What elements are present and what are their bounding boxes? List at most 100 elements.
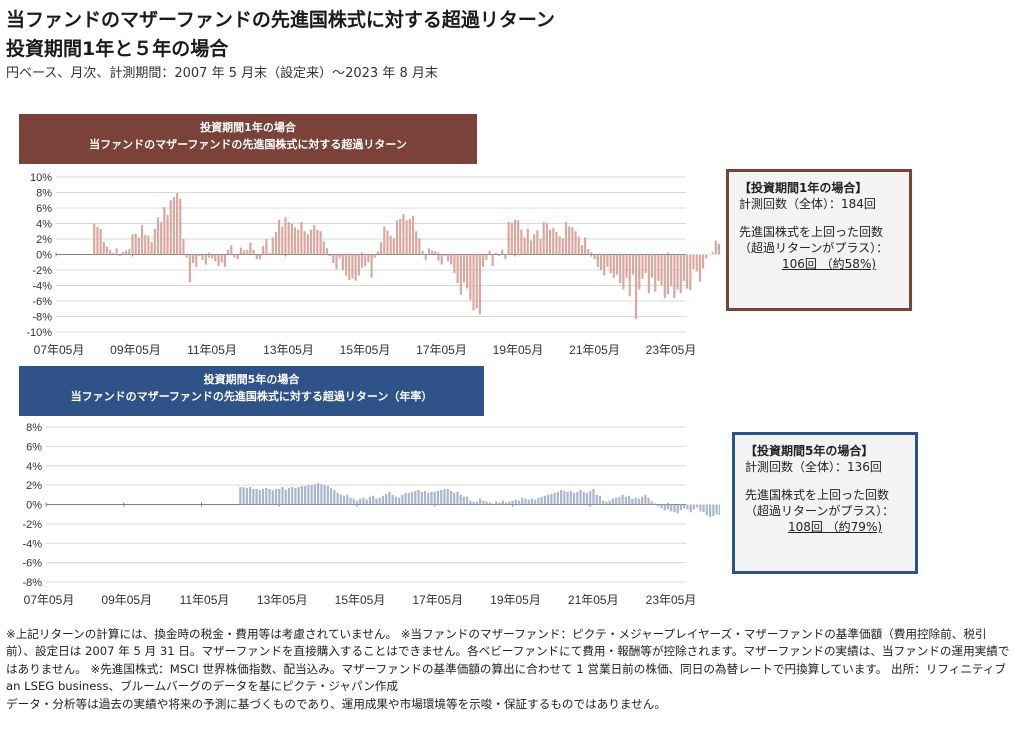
bar (542, 221, 545, 255)
bar (456, 491, 459, 505)
bar (150, 242, 153, 255)
bar (702, 504, 705, 513)
bar (587, 249, 590, 255)
bar (579, 489, 582, 505)
bar (188, 254, 191, 283)
bar (434, 251, 437, 255)
bar (638, 254, 641, 290)
bar (415, 231, 418, 255)
bar (423, 490, 427, 505)
bar (647, 254, 650, 294)
bar (233, 254, 236, 258)
bar (698, 254, 701, 282)
bar (421, 250, 424, 255)
bar (325, 248, 329, 255)
bar (227, 249, 230, 255)
bar (246, 249, 249, 255)
bar (214, 254, 217, 262)
bar (191, 254, 195, 264)
bar (628, 254, 631, 297)
bar (236, 254, 239, 260)
bar (572, 492, 576, 505)
bar (699, 504, 702, 512)
x-tick-label: 07年05月 (34, 343, 85, 357)
bar (568, 226, 571, 255)
bar (99, 228, 102, 255)
chart1-plot: 10% 8% 6% 4% 2% 0% -2% -4% -6% -8% -10% 07年05月 09年05… (26, 172, 720, 357)
info2-label2: （超過リターンがプラス）： (745, 504, 895, 518)
bar (670, 504, 673, 512)
bar (204, 254, 207, 265)
x-tick-label: 19年05月 (493, 343, 544, 357)
bar (373, 254, 376, 258)
bar (338, 254, 341, 259)
x-tick-label: 15年05月 (335, 593, 386, 607)
bar (313, 225, 316, 255)
bar (676, 504, 679, 514)
bar (585, 492, 589, 505)
bar (593, 254, 596, 260)
bar (430, 491, 433, 505)
bar (381, 495, 385, 505)
bar (172, 197, 176, 255)
chart1-title-line2: 当ファンドのマザーファンドの先進国株式に対する超過リターン (89, 138, 407, 151)
page-title: 当ファンドのマザーファンドの先進国株式に対する超過リターン (6, 9, 555, 31)
bar (701, 254, 705, 269)
y-tick-label: -4% (32, 281, 52, 293)
bar (564, 221, 568, 255)
bar (341, 254, 344, 270)
bar (391, 494, 394, 505)
page-subtitle-heading: 投資期間1年と５年の場合 (6, 38, 229, 60)
y-tick-label: 6% (26, 441, 42, 453)
bar (708, 254, 711, 255)
bar (153, 228, 156, 255)
bar (605, 501, 608, 505)
bar (329, 254, 332, 257)
bar (278, 219, 281, 255)
bar (207, 254, 211, 258)
bar (169, 200, 172, 255)
bar (543, 495, 546, 505)
y-tick-label: 4% (26, 461, 42, 473)
bar (265, 488, 268, 505)
bar (223, 254, 227, 267)
bar (545, 222, 548, 255)
bar (261, 489, 265, 505)
bar (364, 254, 367, 267)
bar (160, 221, 163, 255)
bar (563, 490, 566, 505)
bar (635, 254, 638, 319)
info1-label2: （超過リターンがプラス）： (739, 241, 889, 255)
bar (349, 497, 352, 505)
bar (615, 254, 619, 275)
bar (631, 498, 634, 505)
bar (297, 229, 300, 255)
info2-label1: 先進国株式を上回った回数 (745, 488, 890, 502)
x-tick-label: 11年05月 (180, 593, 230, 607)
bar (494, 252, 497, 255)
bar (230, 245, 233, 255)
bar (359, 498, 362, 505)
bar (392, 238, 395, 255)
x-tick-label: 21年05月 (569, 343, 620, 357)
bar (553, 492, 556, 505)
bar (239, 247, 242, 255)
bar (265, 239, 268, 255)
bar (696, 504, 699, 508)
bar (603, 254, 606, 276)
bar (679, 254, 682, 294)
bar (705, 504, 708, 516)
bar (394, 496, 397, 505)
bar (574, 231, 577, 255)
measurement-period: 円ベース、月次、計測期間：2007 年 5 月末（設定来）～2023 年 8 月… (6, 66, 438, 81)
bar (255, 489, 258, 505)
x-tick-label: 09年05月 (110, 343, 161, 357)
bar (357, 254, 360, 276)
bar (504, 502, 508, 505)
bar (388, 491, 391, 505)
y-tick-label: -8% (32, 312, 52, 324)
bar (290, 223, 293, 255)
bar (399, 218, 402, 255)
bar (351, 254, 354, 279)
bar (608, 500, 611, 505)
